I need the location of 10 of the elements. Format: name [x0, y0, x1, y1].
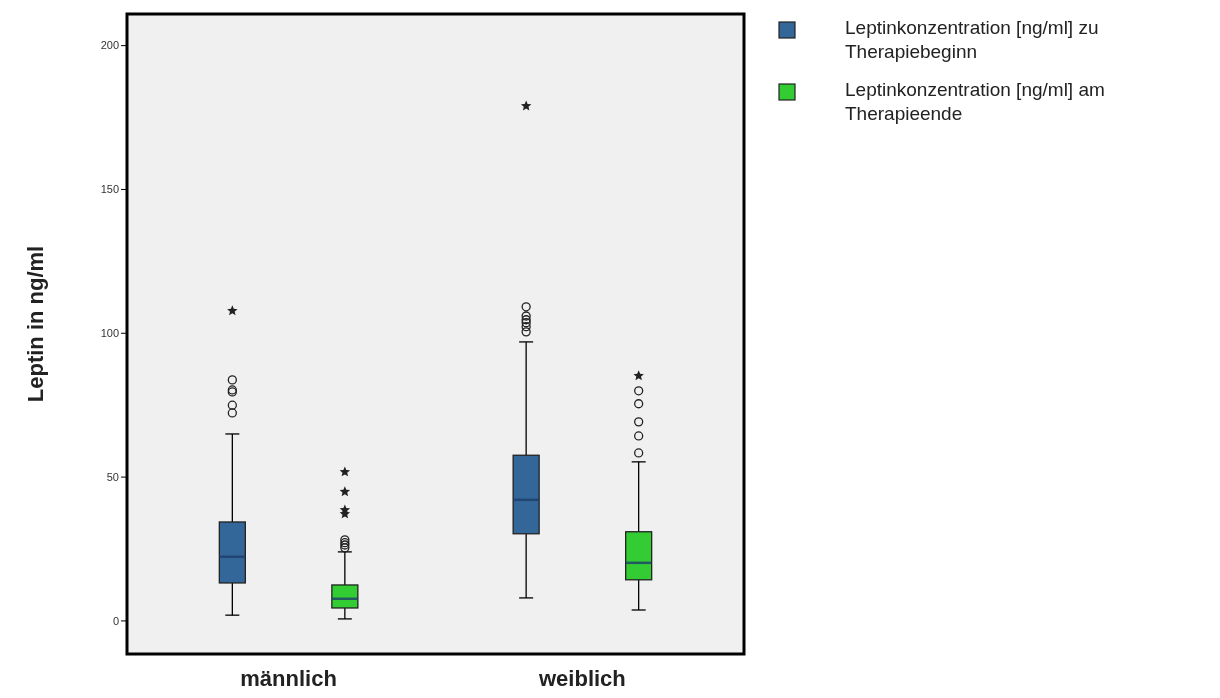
y-tick-label: 150 [100, 183, 119, 196]
y-axis-title: Leptin in ng/ml [23, 245, 48, 403]
text: Leptinkonzentration [ng/ml] zu Therapiebeginn [845, 17, 1099, 62]
y-tick-label: 200 [100, 39, 119, 52]
x-tick-label: weiblich [538, 666, 626, 691]
x-tick-label: männlich [240, 666, 337, 691]
text: Leptinkonzentration [ng/ml] am Therapieende [845, 79, 1105, 124]
y-tick-label: 0 [112, 614, 119, 627]
y-tick-label: 100 [100, 327, 119, 340]
y-tick-label: 50 [106, 470, 119, 483]
